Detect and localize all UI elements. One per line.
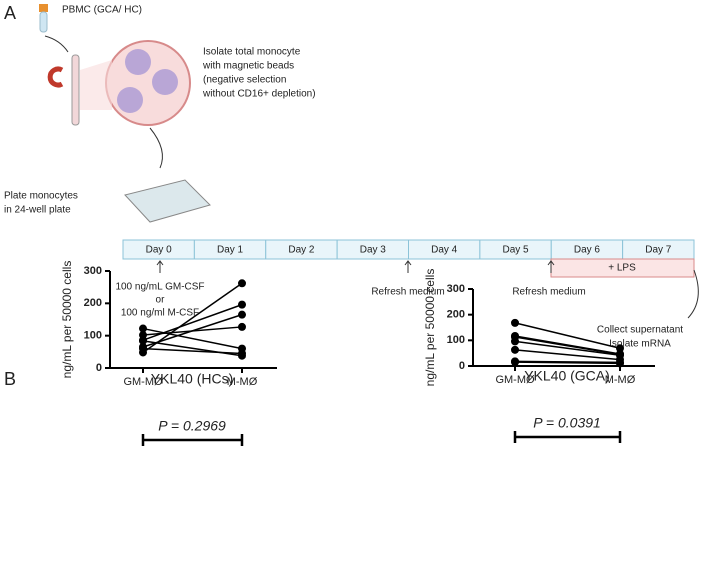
pair-line [514, 322, 621, 350]
y-tick-label: 200 [84, 297, 102, 309]
pair-line [142, 327, 243, 350]
arrow [404, 260, 412, 273]
day-label: Day 6 [574, 245, 601, 256]
point [238, 310, 246, 319]
point [616, 359, 624, 368]
label: Refresh medium [512, 287, 585, 298]
pair-line [514, 340, 621, 356]
x-tick-label: M-MØ [605, 374, 636, 386]
label: Isolate mRNA [609, 339, 671, 350]
point [511, 318, 519, 327]
x-tick-label: M-MØ [227, 376, 258, 388]
y-tick-label: 0 [96, 362, 102, 374]
column [71, 54, 80, 126]
point [238, 349, 246, 358]
day-label: Day 0 [146, 245, 173, 256]
pair-line [142, 340, 243, 357]
arrow [687, 269, 699, 319]
label: PBMC (GCA/ HC) [62, 5, 142, 16]
annotation: P = 0.0391 [533, 415, 601, 431]
y-axis-label: ng/mL per 50000 cells [423, 269, 437, 387]
point [511, 345, 519, 354]
pair-line [514, 361, 621, 365]
y-axis-label: ng/mL per 50000 cells [60, 261, 74, 379]
day-label: Day 3 [360, 245, 387, 256]
pair-line [514, 360, 621, 364]
point [139, 336, 147, 345]
label: 100 ng/ml M-CSF [121, 308, 199, 319]
label: 100 ng/mL GM-CSF [115, 282, 204, 293]
tube [39, 11, 48, 33]
label: + LPS [608, 263, 636, 274]
pair-line [514, 336, 621, 356]
label: in 24-well plate [4, 205, 71, 216]
bracket [141, 434, 244, 446]
arrow [547, 260, 555, 273]
plate [124, 179, 211, 223]
day-label: Day 4 [431, 245, 458, 256]
point [511, 337, 519, 346]
cell [125, 49, 151, 75]
day-label: Day 7 [645, 245, 672, 256]
label: (negative selection [203, 75, 286, 86]
x-tick-label: GM-MØ [495, 374, 535, 386]
x-tick-label: GM-MØ [123, 376, 163, 388]
label: with magnetic beads [202, 61, 294, 72]
y-tick-label: 200 [447, 309, 465, 321]
y-tick-label: 100 [84, 330, 102, 342]
pair-line [142, 347, 243, 355]
day-label: Day 2 [288, 245, 315, 256]
magnet [47, 66, 64, 88]
arrow [156, 260, 164, 273]
day-label: Day 5 [503, 245, 530, 256]
y-tick-label: 100 [447, 334, 465, 346]
point [238, 279, 246, 288]
label: Plate monocytes [4, 191, 78, 202]
point [616, 344, 624, 353]
timeline: Day 0 Day 1 Day 2 Day 3 Day 4 Day 5 Day 6 Day 7 [122, 239, 695, 260]
pair-line [514, 349, 621, 361]
label: Collect supernatant [597, 325, 683, 336]
tube-cap [39, 4, 48, 12]
point [511, 358, 519, 367]
panel-label: A [4, 3, 16, 23]
point [139, 324, 147, 333]
pair-line [142, 326, 243, 336]
label: without CD16+ depletion) [202, 89, 316, 100]
arrow [149, 127, 163, 169]
arrow [44, 35, 69, 53]
day-label: Day 1 [217, 245, 244, 256]
label: Refresh medium [371, 287, 444, 298]
point [139, 344, 147, 353]
panel-label: B [4, 369, 16, 389]
cell [152, 69, 178, 95]
y-tick-label: 0 [459, 360, 465, 372]
cell [117, 87, 143, 113]
point [139, 331, 147, 340]
label: Isolate total monocyte [203, 47, 301, 58]
y-tick-label: 300 [84, 265, 102, 277]
chart-title: YKL40 (HCs) [151, 371, 233, 387]
bracket [513, 431, 622, 443]
point [238, 322, 246, 331]
chart-title: YKL40 (GCA) [524, 368, 610, 384]
label: or [156, 295, 166, 306]
zoom-cone [80, 60, 112, 110]
annotation: P = 0.2969 [158, 418, 226, 434]
point [238, 300, 246, 309]
y-tick-label: 300 [447, 283, 465, 295]
